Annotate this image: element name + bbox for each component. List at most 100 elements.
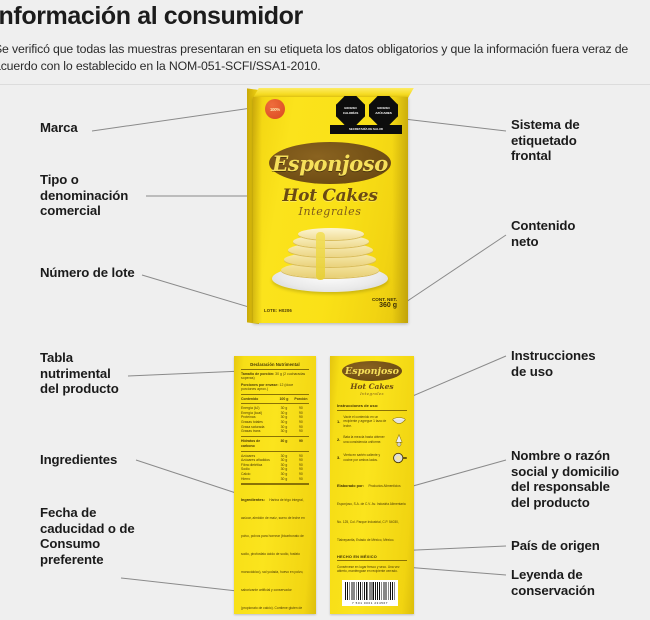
callout-fecha-caducidad: Fecha de caducidad o de Consumo preferente [40, 505, 135, 567]
seal-calories-line1: EXCESO [344, 106, 357, 111]
brand-badge-text: 100% [270, 106, 280, 112]
page-title: Información al consumidor [0, 2, 303, 30]
callout-numero-lote: Número de lote [40, 265, 135, 280]
callout-tabla-nutrimental: Tabla nutrimental del producto [40, 350, 119, 396]
panel-brand-name: Esponjoso [345, 365, 399, 377]
step-number: 1. [337, 419, 341, 424]
serving-size-line: Tamaño de porción: 30 g (2 cucharadas so… [241, 372, 309, 381]
pan-icon [391, 451, 407, 465]
callout-sistema-etiquetado: Sistema de etiquetado frontal [511, 117, 580, 163]
col-porcion: Porción [294, 396, 308, 401]
nutrition-row: Azúcares añadidos 30 g 90 [241, 458, 303, 463]
leader-lote [141, 274, 263, 312]
nutrition-row: Energía (kcal) 30 g 90 [241, 410, 303, 415]
page-subtitle: Se verificó que todas las muestras prese… [0, 42, 629, 73]
maker-body: Productos Alimenticios Esponjoso, S.A. d… [337, 483, 406, 542]
nutrition-row: Grasas totales 30 g 90 [241, 420, 303, 424]
leader-tabla [127, 370, 244, 377]
front-labeling-seals: EXCESO CALORÍAS EXCESO AZÚCARES SECRETAR… [330, 96, 402, 134]
maker-block: Elaborado por: Productos Alimenticios Es… [337, 474, 407, 546]
nutrition-divider [241, 393, 309, 395]
instruction-step: 1. Vacíe el contenido en un recipiente y … [337, 415, 407, 429]
step-text: Bata la mezcla hasta obtener una consist… [343, 435, 385, 444]
step-text: Vierta en sartén caliente y cocine por a… [343, 453, 381, 462]
nutrition-row: Calcio 30 g 90 [241, 471, 303, 476]
callout-leyenda-conservacion: Leyenda de conservación [511, 567, 595, 598]
nutrition-rows-group2: Azúcares 30 g 90 Azúcares añadidos 30 g 90 Fib… [241, 454, 309, 482]
callout-nombre-razon-social: Nombre o razón social y domicilio del resp… [511, 448, 620, 510]
barcode: 7 501 0001 234567 [342, 580, 398, 606]
nutrition-row: Proteínas 30 g 90 [241, 415, 303, 420]
net-content-value: 360 g [379, 302, 397, 309]
instruction-step: 2. Bata la mezcla hasta obtener una consi… [337, 433, 407, 447]
product-variant-text: Integrales [298, 205, 362, 218]
box-right-shading [392, 97, 408, 323]
nutrition-row: Sodio 30 g 90 [241, 467, 303, 472]
nutrition-row: Azúcares 30 g 90 [241, 453, 303, 458]
nutrition-carbs-header: Hidratos de carbono 30 g 90 [241, 439, 303, 448]
nutrition-title: Declaración Nutrimental [241, 362, 309, 370]
conservation-legend: Consérvese en lugar fresco y seco. Una v… [337, 565, 400, 574]
health-authority-text: SECRETARÍA DE SALUD [348, 126, 384, 131]
ingredients-body: Harina de trigo integral, azúcar, almidó… [241, 497, 305, 610]
ingredients-block: Ingredientes: Harina de trigo integral, … [241, 488, 309, 620]
net-content-block: CONT. NET. 360 g [357, 297, 397, 309]
health-authority-bar: SECRETARÍA DE SALUD [330, 125, 402, 134]
step-number: 3. [337, 455, 341, 460]
header-divider [0, 84, 650, 85]
leader-ingredientes [135, 459, 249, 498]
barcode-number: 7 501 0001 234567 [351, 601, 389, 605]
whisk-icon [391, 433, 407, 447]
mixing-bowl-icon [391, 415, 407, 429]
serving-size-label: Tamaño de porción: [241, 372, 275, 376]
panel-product-type: Hot Cakes [350, 382, 394, 391]
ingredients-title: Ingredientes: [241, 497, 265, 502]
net-content-label: CONT. NET. [371, 297, 397, 302]
callout-pais-origen: País de origen [511, 538, 600, 553]
nutrition-row: Grasa saturada 30 g 90 [241, 424, 303, 429]
maker-title: Elaborado por: [337, 483, 365, 488]
serving-size-value: 30 g (2 cucharadas soperas) [241, 372, 306, 381]
syrup-drip [316, 232, 325, 280]
leader-fecha [120, 577, 247, 593]
warning-seal-calories-icon: EXCESO CALORÍAS [336, 96, 365, 125]
step-number: 2. [337, 437, 341, 442]
callout-ingredientes: Ingredientes [40, 452, 118, 467]
servings-value: 12 (doce porciones aprox.) [241, 382, 294, 392]
brand-badge-icon: 100% [265, 99, 285, 119]
step-text: Vacíe el contenido en un recipiente y ag… [343, 415, 387, 428]
col-contenido: Contenido [241, 396, 259, 401]
callout-contenido-neto: Contenido neto [511, 218, 576, 249]
barcode-bars [345, 582, 395, 600]
callout-marca: Marca [40, 120, 78, 135]
panel-brand-logo: Esponjoso [342, 361, 402, 381]
seal-sugars-line2: AZÚCARES [375, 110, 392, 115]
nutrition-row: Hierro 30 g 90 [241, 476, 303, 481]
servings-label: Porciones por envase: [241, 382, 279, 387]
product-type-text: Hot Cakes [282, 186, 378, 206]
col-100g: 100 g [279, 396, 289, 401]
seal-sugars-line1: EXCESO [377, 106, 390, 111]
nutrition-row: Energía (kJ) 30 g 90 [241, 406, 303, 411]
leader-marca [91, 104, 273, 132]
seal-calories-line2: CALORÍAS [342, 110, 359, 115]
instruction-steps: 1. Vacíe el contenido en un recipiente y … [337, 415, 407, 465]
country-of-origin: HECHO EN MÉXICO [337, 554, 407, 561]
callout-instrucciones-uso: Instrucciones de uso [511, 348, 596, 379]
lot-number-text: LOTE: H0206 [264, 308, 292, 313]
nutrition-table-header: Contenido 100 g Porción [241, 397, 309, 402]
use-instructions-panel: Esponjoso Hot Cakes Integrales Instrucci… [330, 356, 414, 614]
leader-contenido [393, 234, 507, 311]
leader-sistema [403, 118, 507, 132]
nutrition-row: Fibra dietética 30 g 90 [241, 462, 303, 467]
nutrition-rows-group1: Energía (kJ) 30 g 90 Energía (kcal) 30 g 90 Pr… [241, 406, 309, 434]
nutrition-panel: Declaración Nutrimental Tamaño de porció… [234, 356, 316, 614]
brand-logo: Esponjoso [269, 142, 391, 184]
servings-line: Porciones por envase: 12 (doce porciones… [241, 383, 309, 392]
brand-name: Esponjoso [272, 150, 388, 176]
instruction-step: 3. Vierta en sartén caliente y cocine por… [337, 451, 407, 465]
callout-tipo-denominacion: Tipo o denominación comercial [40, 172, 129, 218]
instructions-title: Instrucciones de uso: [337, 403, 407, 411]
panel-variant: Integrales [360, 391, 384, 396]
